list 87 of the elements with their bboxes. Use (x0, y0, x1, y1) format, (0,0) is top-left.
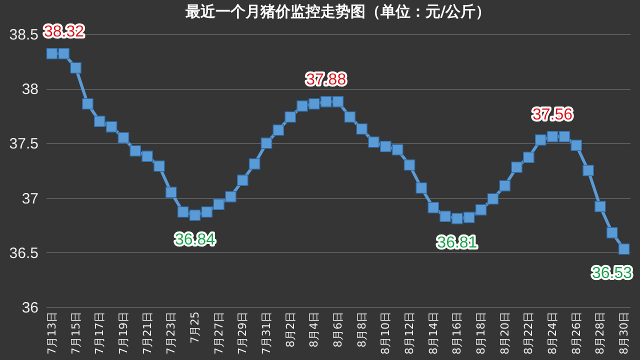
point (248, 158, 260, 170)
x-tick-label: 8月30日 (618, 312, 631, 354)
point (46, 48, 58, 60)
point (260, 138, 272, 149)
x-tick-label: 8月26日 (570, 312, 583, 354)
x-tick-label: 8月22日 (522, 312, 536, 354)
x-tick-label: 7月27日 (212, 312, 226, 354)
y-tick-label: 37.5 (9, 136, 38, 153)
point (189, 210, 201, 221)
point (606, 227, 618, 238)
point (523, 152, 534, 164)
point (225, 191, 236, 202)
y-tick-label: 36.5 (9, 244, 38, 262)
point (177, 206, 189, 218)
point (320, 96, 332, 108)
point (70, 62, 82, 74)
point (558, 131, 570, 142)
x-tick-label: 8月14日 (426, 312, 440, 354)
point (368, 136, 380, 148)
y-tick-label: 38.5 (9, 26, 38, 44)
point (428, 202, 439, 214)
x-tick-label: 8月2日 (284, 312, 297, 348)
data-label: 37.88 (306, 72, 346, 89)
point (440, 210, 451, 222)
point (452, 212, 463, 224)
point (487, 193, 499, 205)
x-tick-label: 8月8日 (355, 312, 368, 348)
x-tick-label: 8月28日 (594, 312, 607, 354)
x-tick-label: 7月25 (188, 312, 202, 344)
point (404, 159, 416, 171)
point (82, 98, 94, 110)
point (475, 204, 487, 216)
data-label: 36.53 (592, 265, 632, 282)
point (201, 206, 213, 218)
x-tick-label: 8月24日 (546, 312, 560, 354)
point (213, 198, 224, 210)
point (94, 116, 106, 128)
point (154, 160, 165, 172)
point (392, 144, 404, 156)
point (534, 134, 546, 146)
point (344, 111, 356, 123)
point (546, 131, 558, 142)
point (618, 243, 630, 255)
x-tick-label: 7月15日 (69, 312, 82, 354)
x-tick-label: 7月17日 (93, 312, 106, 354)
point (570, 140, 582, 152)
point (308, 98, 320, 110)
x-tick-label: 8月16日 (450, 312, 464, 354)
point (416, 182, 428, 194)
point (356, 123, 368, 135)
x-tick-label: 8月4日 (308, 312, 321, 348)
data-label: 36.84 (174, 231, 216, 248)
x-tick-label: 7月21日 (140, 312, 154, 354)
point (166, 186, 177, 198)
x-tick-label: 8月12日 (403, 312, 416, 354)
point (582, 164, 594, 176)
point (130, 145, 142, 156)
point (499, 180, 510, 192)
point (142, 150, 153, 162)
x-tick-label: 7月31日 (260, 312, 273, 354)
x-tick-label: 7月29日 (236, 312, 250, 354)
x-tick-label: 7月19日 (116, 312, 130, 354)
x-tick-label: 8月10日 (379, 312, 392, 354)
point (380, 140, 392, 152)
point (594, 200, 606, 212)
x-tick-label: 7月13日 (45, 312, 58, 354)
data-label: 38.32 (44, 24, 84, 41)
point (118, 132, 130, 144)
point (237, 174, 248, 186)
y-tick-label: 36 (22, 300, 38, 316)
y-tick-label: 37 (22, 190, 38, 208)
x-tick-label: 8月20日 (498, 312, 512, 354)
point (58, 48, 70, 60)
point (332, 96, 344, 108)
x-tick-label: 8月6日 (332, 312, 344, 348)
x-tick-label: 8月18日 (474, 312, 488, 354)
y-tick-label: 38 (22, 81, 38, 98)
x-tick-label: 7月23日 (164, 312, 178, 354)
point (463, 212, 475, 224)
data-label: 37.56 (532, 106, 573, 124)
chart-title: 最近一个月猪价监控走势图（单位：元/公斤） (184, 2, 491, 21)
point (511, 162, 522, 173)
point (106, 121, 118, 132)
point (284, 111, 296, 123)
point (272, 124, 284, 136)
point (296, 100, 308, 112)
data-label: 36.81 (437, 234, 478, 252)
